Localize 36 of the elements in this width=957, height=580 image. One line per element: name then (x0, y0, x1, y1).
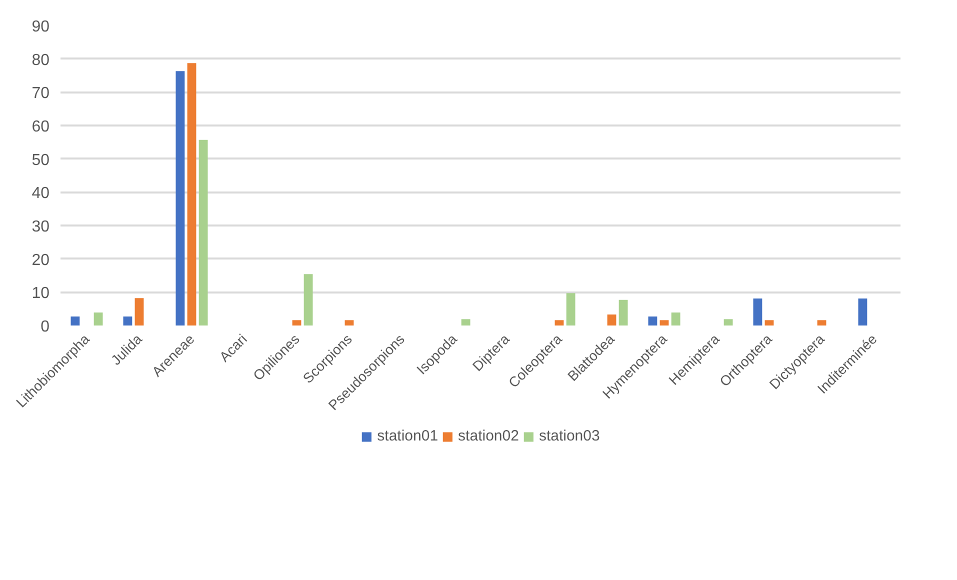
bar (858, 298, 868, 326)
y-tick-label: 40 (32, 185, 50, 202)
legend-label: station03 (538, 428, 600, 444)
y-tick-label: 90 (32, 18, 50, 36)
bar (198, 140, 208, 326)
bar (724, 319, 733, 326)
bar (292, 320, 302, 326)
bar (123, 316, 132, 326)
bar (187, 63, 196, 326)
bar (607, 314, 616, 326)
bar (134, 298, 144, 326)
y-tick-label: 20 (32, 252, 50, 269)
bar (176, 71, 185, 326)
bar (554, 320, 564, 326)
y-tick-label: 50 (32, 152, 50, 169)
bar (70, 316, 80, 326)
legend-label: station01 (377, 428, 438, 444)
y-tick-label: 70 (32, 85, 50, 102)
bar (304, 274, 313, 326)
bar (344, 320, 354, 326)
y-tick-label: 30 (32, 218, 50, 236)
y-tick-label: 60 (32, 118, 50, 136)
bar (817, 320, 826, 326)
bar (764, 320, 774, 326)
y-tick-label: 0 (40, 318, 50, 336)
bar (648, 316, 658, 326)
bar (94, 312, 103, 326)
bar (753, 298, 762, 326)
y-tick-label: 10 (32, 285, 50, 302)
bar (566, 293, 576, 326)
bar (660, 320, 669, 326)
y-tick-label: 80 (32, 52, 50, 69)
bar (671, 312, 680, 326)
bar (618, 300, 628, 326)
legend-label: station02 (458, 428, 519, 444)
bar (461, 319, 470, 326)
